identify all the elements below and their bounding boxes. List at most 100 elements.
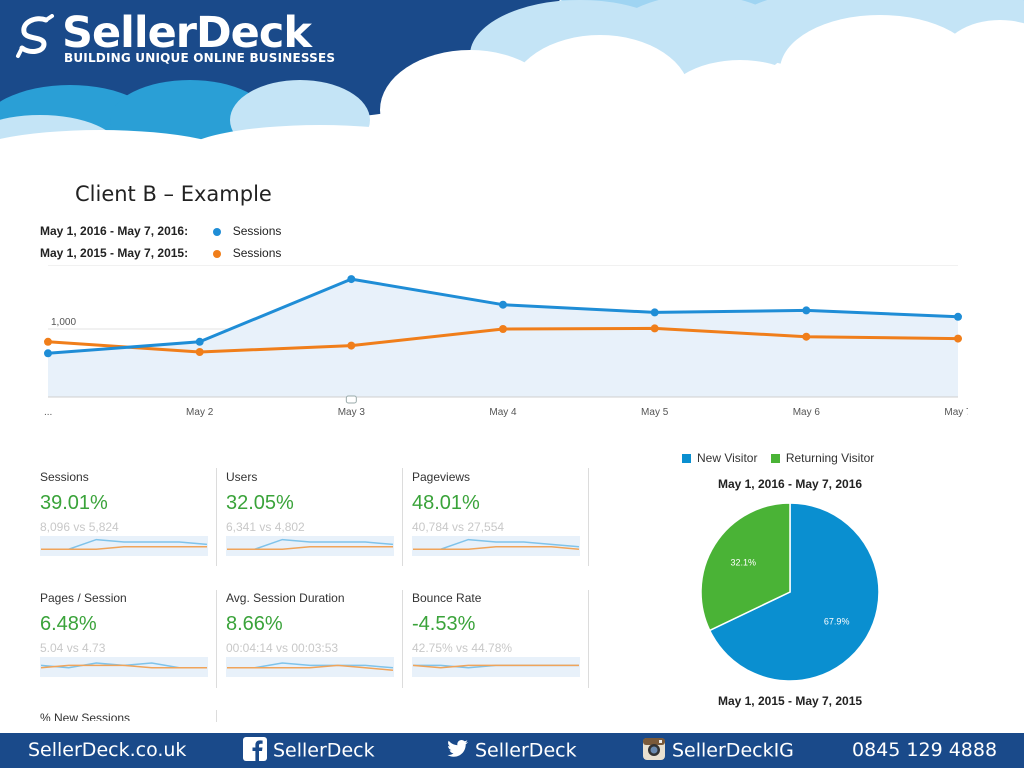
footer-instagram-label: SellerDeckIG bbox=[672, 739, 794, 762]
metric-change: 39.01% bbox=[40, 492, 108, 514]
partial-tile-label: % New Sessions bbox=[40, 711, 131, 721]
legend-range-previous: May 1, 2015 - May 7, 2015: bbox=[40, 246, 189, 260]
pie-slice-label: 67.9% bbox=[824, 616, 850, 626]
metric-change: -4.53% bbox=[412, 613, 476, 635]
footer-twitter-label: SellerDeck bbox=[475, 739, 577, 762]
metric-tile[interactable]: Bounce Rate -4.53% 42.75% vs 44.78% bbox=[412, 591, 582, 687]
data-point bbox=[802, 306, 811, 315]
metric-change: 32.05% bbox=[226, 492, 294, 514]
data-point bbox=[44, 337, 52, 346]
tile-divider bbox=[216, 590, 217, 688]
sparkline-previous bbox=[227, 546, 393, 550]
metric-tile[interactable]: Pageviews 48.01% 40,784 vs 27,554 bbox=[412, 470, 582, 566]
legend-range-current: May 1, 2016 - May 7, 2016: bbox=[40, 224, 189, 238]
metric-tile[interactable]: Users 32.05% 6,341 vs 4,802 bbox=[226, 470, 396, 566]
y-tick-label: 1,000 bbox=[51, 317, 76, 328]
pie-subtitle: May 1, 2015 - May 7, 2015 bbox=[717, 694, 863, 708]
sparkline-previous bbox=[413, 546, 580, 550]
tile-divider bbox=[402, 590, 403, 688]
tile-divider bbox=[216, 468, 217, 566]
data-point bbox=[195, 348, 204, 356]
data-point bbox=[650, 324, 659, 333]
x-tick-label: May 7 bbox=[944, 407, 968, 418]
sparkline-area bbox=[40, 657, 208, 677]
metric-change: 8.66% bbox=[226, 613, 283, 635]
x-tick-label: ... bbox=[44, 407, 52, 418]
sparkline-previous bbox=[41, 546, 207, 550]
sellerdeck-logo-icon bbox=[16, 14, 54, 58]
data-point bbox=[954, 334, 962, 343]
tile-divider bbox=[588, 590, 589, 688]
pie-legend: New Visitor Returning Visitor bbox=[682, 451, 874, 465]
pie-slice-0 bbox=[708, 502, 880, 682]
annotation-marker-icon bbox=[345, 395, 357, 404]
legend-dot-previous bbox=[213, 249, 222, 258]
chart-legend-current: May 1, 2016 - May 7, 2016: Sessions bbox=[40, 224, 281, 238]
x-tick-label: May 3 bbox=[338, 407, 366, 418]
pie-slice-label: 32.1% bbox=[731, 558, 757, 568]
sparkline bbox=[40, 657, 208, 677]
sparkline-area bbox=[226, 536, 394, 556]
x-tick-label: May 4 bbox=[489, 407, 517, 418]
metric-label: Users bbox=[226, 470, 258, 484]
metric-comparison: 6,341 vs 4,802 bbox=[226, 520, 305, 534]
partial-tile: % New Sessions bbox=[40, 711, 210, 721]
data-point bbox=[347, 275, 356, 284]
sparkline-previous bbox=[227, 664, 394, 671]
legend-dot-current bbox=[213, 227, 222, 236]
brand-name: SellerDeck bbox=[62, 8, 312, 58]
tile-divider bbox=[588, 468, 589, 566]
metric-comparison: 5.04 vs 4.73 bbox=[40, 641, 106, 655]
footer-facebook-label: SellerDeck bbox=[273, 739, 375, 762]
pie-legend-new: New Visitor bbox=[697, 451, 758, 465]
sparkline bbox=[40, 536, 208, 556]
brand-tagline: BUILDING UNIQUE ONLINE BUSINESSES bbox=[64, 51, 336, 65]
legend-metric-current: Sessions bbox=[232, 224, 282, 238]
legend-swatch-new bbox=[682, 454, 691, 464]
metric-label: Pages / Session bbox=[40, 591, 127, 605]
metric-label: Bounce Rate bbox=[412, 591, 482, 605]
sparkline-area bbox=[412, 536, 580, 556]
sparkline bbox=[226, 536, 394, 556]
sparkline bbox=[412, 536, 580, 556]
data-point bbox=[650, 308, 659, 317]
instagram-icon bbox=[643, 738, 665, 760]
metric-comparison: 42.75% vs 44.78% bbox=[412, 641, 513, 655]
data-point bbox=[802, 332, 811, 341]
pie-slice-1 bbox=[700, 502, 791, 632]
metric-label: Pageviews bbox=[412, 470, 471, 484]
slide-title: Client B – Example bbox=[75, 182, 272, 206]
footer-instagram[interactable]: SellerDeckIG bbox=[642, 738, 794, 763]
header-banner: SellerDeck BUILDING UNIQUE ONLINE BUSINE… bbox=[0, 0, 1024, 190]
sparkline-area bbox=[40, 536, 208, 556]
metric-comparison: 8,096 vs 5,824 bbox=[40, 520, 119, 534]
footer-facebook[interactable]: SellerDeck bbox=[243, 737, 375, 763]
data-point bbox=[347, 341, 356, 350]
metric-label: Sessions bbox=[40, 470, 89, 484]
metric-change: 6.48% bbox=[40, 613, 97, 635]
data-point bbox=[954, 312, 962, 321]
sparkline bbox=[412, 657, 580, 677]
legend-metric-previous: Sessions bbox=[232, 246, 282, 260]
metric-comparison: 40,784 vs 27,554 bbox=[412, 520, 505, 534]
data-point bbox=[195, 337, 204, 346]
sparkline-previous bbox=[40, 664, 207, 669]
metric-label: Avg. Session Duration bbox=[226, 591, 345, 605]
sparkline-area bbox=[412, 657, 580, 677]
visitor-pie-chart: 67.9% 32.1% bbox=[700, 502, 880, 682]
cloud-banner bbox=[0, 0, 1024, 190]
metric-tile[interactable]: Avg. Session Duration 8.66% 00:04:14 vs 00… bbox=[226, 591, 396, 687]
metric-change: 48.01% bbox=[412, 492, 480, 514]
sparkline-previous bbox=[412, 664, 579, 669]
x-tick-label: May 5 bbox=[641, 407, 669, 418]
chart-legend-previous: May 1, 2015 - May 7, 2015: Sessions bbox=[40, 246, 281, 260]
twitter-icon bbox=[447, 740, 468, 757]
metric-tile[interactable]: Sessions 39.01% 8,096 vs 5,824 bbox=[40, 470, 210, 566]
data-point bbox=[44, 349, 52, 358]
facebook-icon bbox=[243, 737, 267, 761]
metric-tile[interactable]: Pages / Session 6.48% 5.04 vs 4.73 bbox=[40, 591, 210, 687]
legend-swatch-returning bbox=[770, 454, 780, 464]
data-point bbox=[499, 325, 507, 333]
footer-twitter[interactable]: SellerDeck bbox=[445, 739, 577, 763]
footer-website[interactable]: SellerDeck.co.uk bbox=[28, 739, 187, 761]
